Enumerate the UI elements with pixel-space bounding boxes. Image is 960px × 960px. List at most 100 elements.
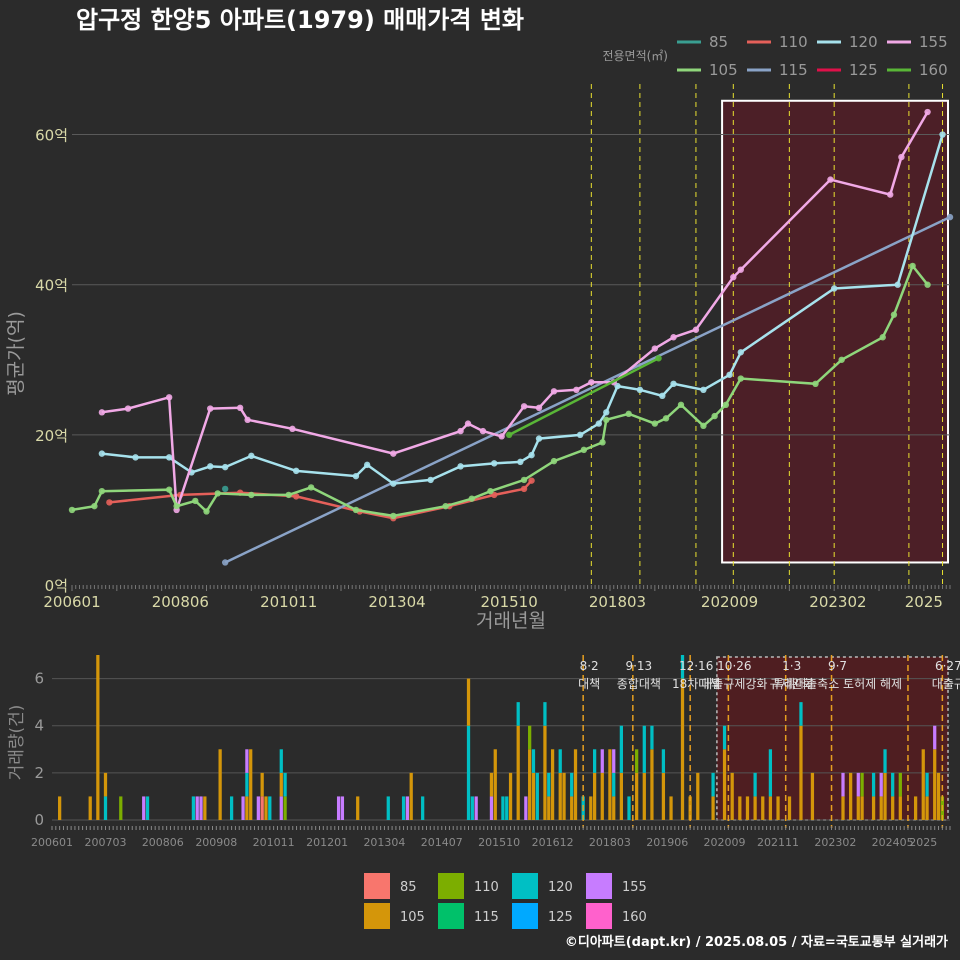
volume-bar-155 xyxy=(933,725,937,750)
policy-date-label: 9·7 xyxy=(828,659,847,673)
data-point-120 xyxy=(363,461,371,469)
volume-bar-105 xyxy=(860,796,864,820)
volume-bar-105 xyxy=(898,796,902,820)
volume-bar-120 xyxy=(145,796,150,820)
policy-event-label: 대책 xyxy=(578,676,600,691)
y-tick-label: 20억 xyxy=(35,427,68,445)
volume-bar-105 xyxy=(849,772,853,820)
data-point-120 xyxy=(700,386,707,394)
volume-bar-105 xyxy=(528,749,532,820)
data-point-155 xyxy=(730,273,737,281)
policy-event-label: 특례대출축소 토허제 해제 xyxy=(773,677,902,691)
volume-bar-120 xyxy=(470,796,474,820)
volume-bar-105 xyxy=(761,796,765,820)
series-line-110 xyxy=(109,479,533,520)
volume-bar-110 xyxy=(119,796,123,820)
data-point-160 xyxy=(655,355,662,362)
data-point-105 xyxy=(487,487,494,495)
policy-event-label: 대출규제강화 xyxy=(701,677,767,691)
volume-bar-120 xyxy=(883,749,887,773)
data-point-155 xyxy=(535,404,543,412)
volume-bar-105 xyxy=(562,772,566,820)
y-tick-label: 40억 xyxy=(35,277,68,295)
volume-bar-120 xyxy=(245,772,249,797)
data-point-105 xyxy=(520,476,528,484)
data-point-105 xyxy=(625,410,632,418)
volume-legend-label-105: 105 xyxy=(400,910,425,925)
volume-bar-105 xyxy=(933,749,937,820)
volume-legend-swatch-110 xyxy=(438,873,464,899)
volume-bar-105 xyxy=(913,796,918,820)
volume-bar-105 xyxy=(768,796,773,820)
volume-x-tick-label: 2025 xyxy=(909,836,937,849)
volume-bar-105 xyxy=(264,796,268,820)
volume-x-tick-label: 200806 xyxy=(142,836,184,849)
data-point-120 xyxy=(390,480,397,487)
x-tick-label: 200601 xyxy=(43,593,100,611)
volume-x-tick-label: 202111 xyxy=(757,836,799,849)
data-point-105 xyxy=(214,490,221,497)
volume-bar-110 xyxy=(283,796,287,820)
data-point-120 xyxy=(427,476,434,484)
volume-legend-swatch-160 xyxy=(586,903,612,929)
data-point-120 xyxy=(535,435,543,442)
volume-legend-swatch-105 xyxy=(364,903,390,929)
data-point-105 xyxy=(192,497,199,505)
data-point-105 xyxy=(68,506,76,514)
volume-bar-120 xyxy=(401,796,406,820)
data-point-105 xyxy=(700,422,707,430)
volume-y-tick-label: 0 xyxy=(34,811,44,829)
data-point-120 xyxy=(352,472,360,480)
volume-bar-105 xyxy=(489,772,494,797)
volume-x-tick-label: 202302 xyxy=(814,836,856,849)
highlight-region xyxy=(721,99,950,564)
volume-bar-105 xyxy=(921,749,925,820)
volume-bar-155 xyxy=(199,796,203,820)
volume-bar-105 xyxy=(218,749,222,820)
data-point-155 xyxy=(520,403,528,410)
volume-bar-105 xyxy=(722,749,727,820)
volume-bar-155 xyxy=(336,796,341,820)
data-point-85 xyxy=(221,485,229,493)
volume-legend-label-155: 155 xyxy=(622,880,647,895)
volume-bar-120 xyxy=(619,725,623,773)
volume-bar-120 xyxy=(547,772,551,797)
volume-bar-105 xyxy=(531,772,536,820)
data-point-105 xyxy=(812,380,819,387)
volume-bar-155 xyxy=(474,796,478,820)
volume-bar-120 xyxy=(680,655,685,679)
data-point-155 xyxy=(692,326,700,333)
data-point-105 xyxy=(909,262,916,270)
volume-bar-105 xyxy=(543,725,547,820)
data-point-105 xyxy=(737,375,744,382)
volume-bar-105 xyxy=(619,772,623,820)
data-point-110 xyxy=(292,493,300,500)
data-point-120 xyxy=(221,463,229,471)
volume-bar-110 xyxy=(635,749,639,773)
data-point-120 xyxy=(517,458,524,466)
volume-bar-120 xyxy=(421,796,425,820)
volume-x-tick-label: 201407 xyxy=(421,836,463,849)
volume-bar-120 xyxy=(535,772,539,820)
data-point-105 xyxy=(91,502,98,510)
volume-bar-105 xyxy=(508,772,513,820)
volume-bar-155 xyxy=(142,796,146,820)
data-point-155 xyxy=(457,427,464,435)
volume-bar-120 xyxy=(516,702,520,726)
volume-bar-105 xyxy=(58,796,62,820)
data-point-105 xyxy=(307,484,315,491)
volume-x-tick-label: 201510 xyxy=(478,836,520,849)
volume-bar-105 xyxy=(600,772,604,820)
volume-bar-120 xyxy=(501,796,505,820)
policy-date-label: 6·27 xyxy=(935,659,960,673)
volume-bar-155 xyxy=(405,796,410,820)
data-point-120 xyxy=(248,452,255,460)
volume-bar-105 xyxy=(516,725,520,820)
volume-bar-105 xyxy=(547,796,551,820)
volume-bar-120 xyxy=(531,749,536,773)
data-point-115 xyxy=(221,559,229,566)
volume-bar-105 xyxy=(573,749,578,820)
volume-x-tick-label: 201201 xyxy=(306,836,348,849)
data-point-110 xyxy=(520,485,528,493)
data-point-155 xyxy=(651,345,659,352)
